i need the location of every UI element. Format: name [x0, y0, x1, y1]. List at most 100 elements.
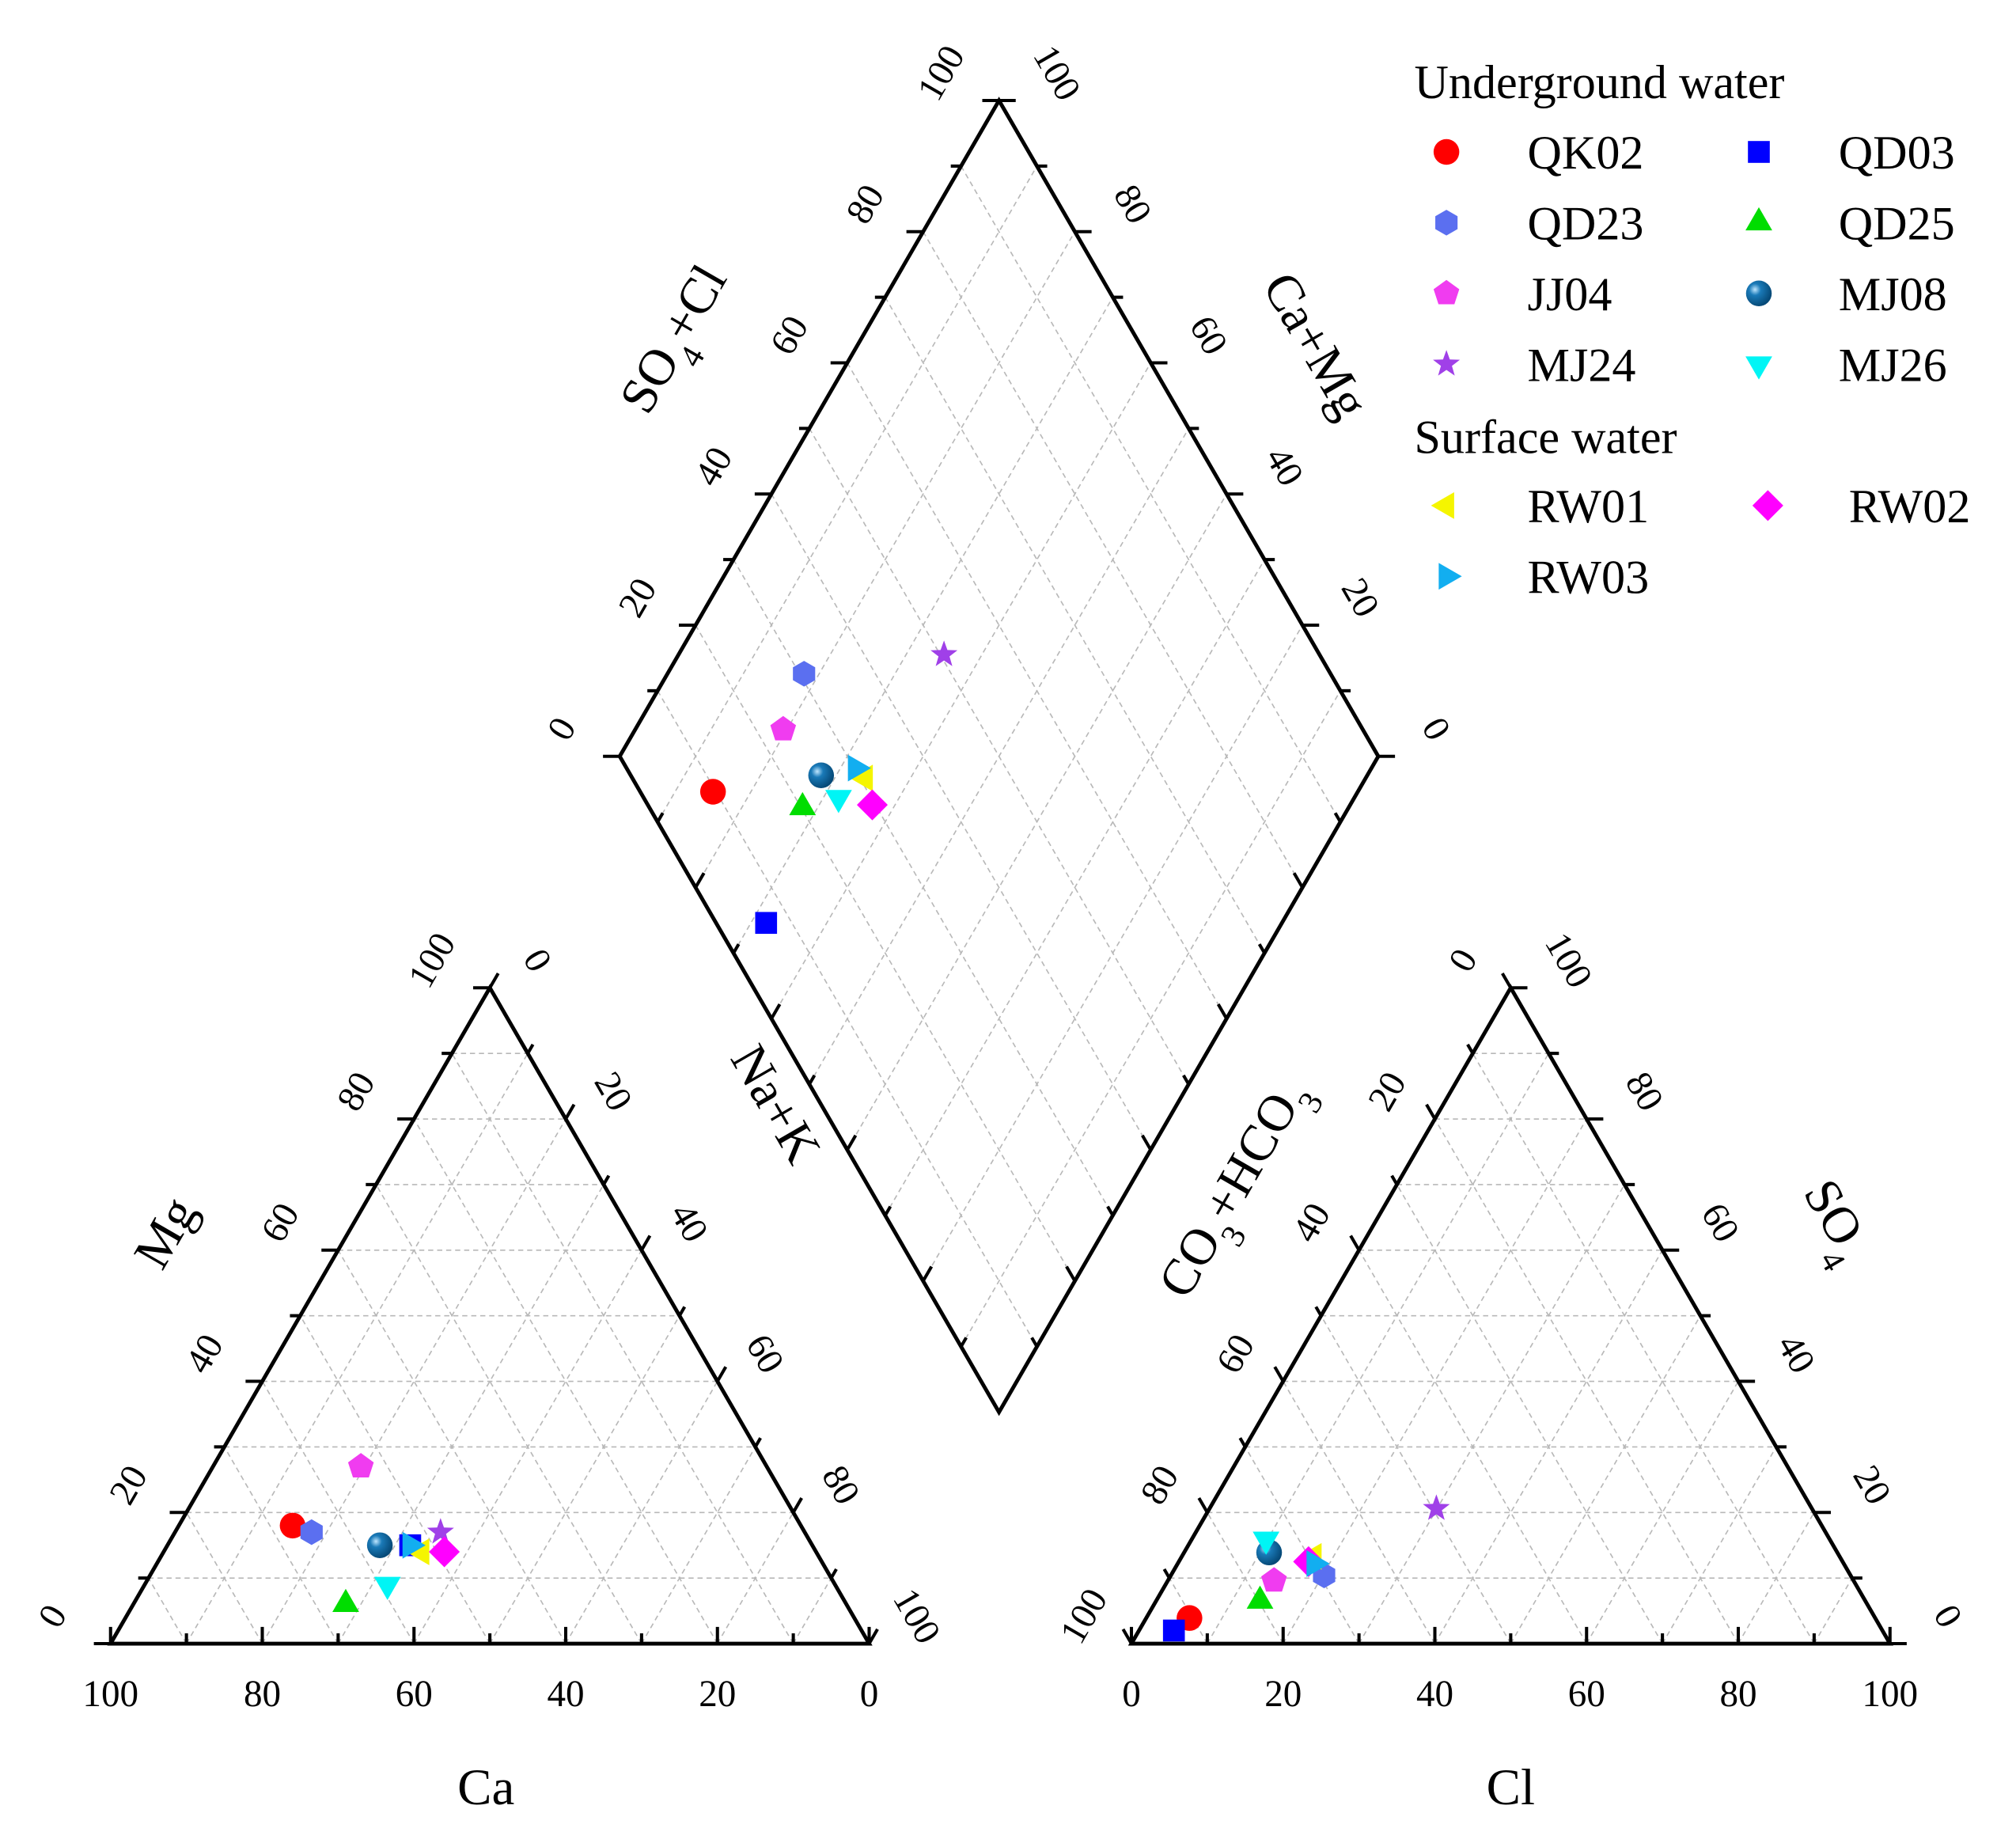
point-diamond-MJ08: [808, 762, 835, 789]
so4-axis-tick-label: 80: [1617, 1065, 1672, 1118]
legend-marker-triangle-right-icon: [1438, 563, 1462, 590]
camg-axis-tick-label: 100: [1025, 39, 1088, 108]
diamond-lower-left-tick: [959, 1337, 968, 1348]
axis-title-so4: SO4: [1779, 1170, 1882, 1277]
diamond-lower-right-tick: [1368, 741, 1380, 757]
axis-title-nak: Na+K: [719, 1035, 832, 1173]
legend-label: MJ08: [1839, 268, 1947, 321]
grid-line: [1813, 1577, 1853, 1644]
co3hco3-axis-tick: [1314, 1306, 1323, 1317]
mg-axis-tick-label: 60: [253, 1197, 308, 1250]
grid-line: [1245, 1446, 1360, 1644]
point-cation-JJ04: [347, 1453, 374, 1478]
so4cl-axis-tick-label: 80: [839, 178, 893, 231]
diamond-lower-left-tick: [846, 1134, 858, 1151]
point-anion-RW03: [1306, 1550, 1330, 1577]
legend-marker-circle-icon: [1433, 138, 1460, 165]
nak-axis-tick: [678, 1306, 687, 1317]
so4-axis-tick-label: 100: [1537, 926, 1600, 995]
grid-line: [261, 1118, 567, 1644]
mg-axis-tick-label: 0: [30, 1598, 75, 1634]
so4cl-axis-tick-label: 0: [540, 711, 585, 747]
nak-axis-tick: [829, 1568, 838, 1580]
nak-axis-tick-label: 60: [737, 1328, 792, 1381]
co3hco3-axis-tick-label: 100: [1052, 1582, 1116, 1651]
point-cation-MJ26: [373, 1576, 401, 1600]
grid-lines: [147, 165, 1853, 1644]
legend-label: JJ04: [1528, 268, 1612, 321]
grid-line: [1662, 1446, 1777, 1644]
cl-axis-tick-label: 40: [1416, 1674, 1453, 1715]
legend: Underground water Surface water QK02 QD03…: [1415, 56, 1971, 605]
legend-label: MJ24: [1528, 339, 1636, 392]
ca-axis-tick-label: 100: [82, 1674, 138, 1715]
legend-marker-star-icon: [1433, 350, 1461, 376]
legend-marker-diamond-icon: [1752, 490, 1783, 521]
legend-label: QD03: [1839, 127, 1955, 180]
cl-axis-tick-label: 0: [1122, 1674, 1141, 1715]
grid-line: [1207, 1052, 1550, 1644]
so4-axis-tick-label: 60: [1693, 1197, 1748, 1250]
axis-title-mg: Mg: [123, 1188, 209, 1278]
diamond-lower-left-tick: [694, 872, 706, 889]
nak-axis-tick-label: 20: [586, 1065, 641, 1118]
legend-item-RW02: RW02: [1752, 480, 1970, 533]
grid-line: [261, 1381, 415, 1644]
nak-axis-tick: [526, 1043, 535, 1055]
grid-line: [1283, 1118, 1587, 1644]
grid-line: [299, 1315, 491, 1644]
camg-axis-tick-label: 40: [1257, 440, 1312, 493]
grid-line: [565, 1381, 718, 1644]
ca-axis-tick-label: 20: [699, 1674, 736, 1715]
legend-item-QD25: QD25: [1745, 198, 1955, 251]
camg-axis-tick-label: 0: [1414, 711, 1459, 747]
mg-axis-tick-label: 80: [329, 1065, 384, 1118]
point-diamond-JJ04: [770, 715, 797, 741]
diamond-lower-left-tick: [884, 1205, 892, 1216]
camg-axis-tick-label: 80: [1105, 178, 1160, 231]
grid-line: [771, 493, 1152, 1151]
grid-line: [960, 690, 1341, 1348]
diamond-lower-left-tick: [770, 1003, 782, 1020]
legend-marker-pentagon-icon: [1433, 279, 1460, 305]
point-cation-RW03: [402, 1531, 426, 1559]
grid-line: [771, 362, 1152, 1019]
legend-item-RW01: RW01: [1431, 480, 1649, 533]
co3hco3-axis-tick: [1466, 1043, 1475, 1055]
grid-line: [885, 559, 1265, 1216]
legend-item-MJ26: MJ26: [1745, 339, 1947, 392]
legend-marker-square-icon: [1748, 141, 1770, 163]
legend-group-title: Surface water: [1415, 411, 1677, 464]
axis-title-so4cl: SO4+Cl: [608, 256, 751, 430]
legend-item-RW03: RW03: [1438, 551, 1649, 604]
point-cation-MJ08: [366, 1532, 393, 1558]
co3hco3-axis-tick-label: 60: [1209, 1328, 1264, 1381]
grid-line: [847, 493, 1227, 1151]
diamond-lower-right-tick: [989, 1397, 1001, 1413]
co3hco3-axis-tick: [1390, 1174, 1399, 1185]
grid-line: [185, 1511, 263, 1644]
grid-line: [695, 624, 1076, 1282]
point-cation-QD23: [300, 1519, 323, 1545]
grid-line: [1358, 1184, 1625, 1644]
nak-axis-tick: [488, 972, 500, 989]
legend-marker-hexagon-icon: [1435, 210, 1458, 236]
diamond-lower-left-tick: [732, 943, 741, 954]
grid-line: [1510, 1315, 1701, 1644]
legend-marker-sphere-icon: [1745, 280, 1772, 306]
point-diamond-RW03: [847, 754, 871, 782]
co3hco3-axis-tick: [1238, 1437, 1247, 1448]
legend-label: QK02: [1528, 127, 1644, 180]
co3hco3-axis-tick-label: 40: [1284, 1197, 1339, 1250]
point-anion-QD25: [1246, 1585, 1274, 1609]
ca-axis-tick-label: 80: [244, 1674, 281, 1715]
axes-frames: [93, 97, 1907, 1646]
grid-line: [489, 1315, 680, 1644]
co3hco3-axis-tick: [1197, 1496, 1209, 1514]
point-anion-QD03: [1162, 1619, 1185, 1642]
grid-line: [1320, 1315, 1512, 1644]
grid-line: [923, 624, 1303, 1282]
grid-line: [413, 1118, 718, 1644]
diamond-lower-left-tick: [808, 1074, 817, 1086]
legend-marker-triangle-down-icon: [1745, 356, 1772, 380]
